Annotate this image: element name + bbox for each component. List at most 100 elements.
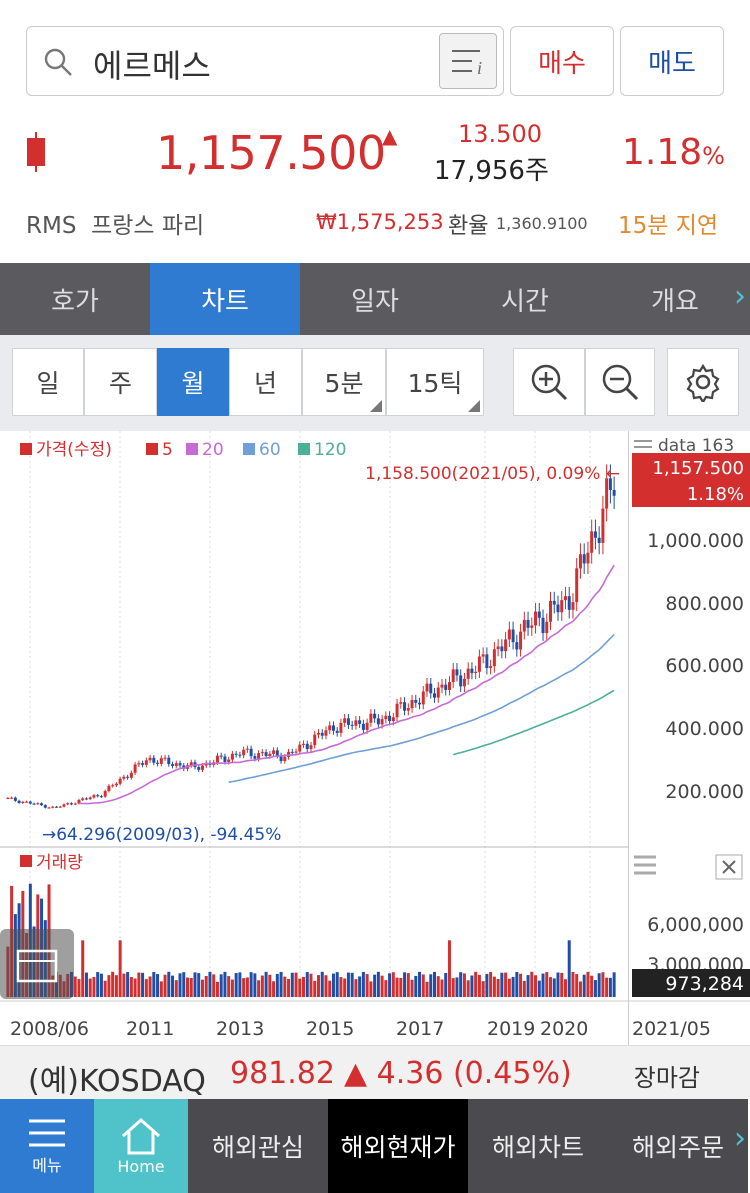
candle-body [395,703,399,718]
volume-menu-icon[interactable] [634,855,656,875]
x-tick: 2013 [216,1018,264,1040]
candle-body [144,760,148,765]
tab-time[interactable]: 시간 [501,286,549,317]
candle-body [230,753,234,760]
candle-body [545,621,549,634]
candle-body [122,776,126,779]
volume-bar [200,979,204,997]
candle-body [406,708,410,711]
ma20-line [79,564,615,805]
zoom-in-button[interactable] [513,348,585,416]
volume-bar [582,974,586,997]
volume-bar [380,975,384,997]
sell-button[interactable]: 매도 [620,26,724,96]
zoom-out-icon [602,364,639,401]
period-week[interactable]: 주 [84,348,157,416]
volume-bar [485,973,489,997]
volume-bar [429,974,433,997]
candle-body [373,713,377,719]
candle-body [43,805,47,808]
candle-body [410,699,414,709]
candle-body [264,752,268,756]
candle-body [500,646,504,652]
home-button[interactable]: Home [94,1099,188,1193]
volume-bar [399,977,403,997]
volume-tick: 6,000,000 [647,914,744,936]
ticker-info: RMS 프랑스 파리 [26,213,205,239]
nav-current-price[interactable]: 해외현재가 [328,1099,468,1193]
candle-body [17,800,21,803]
candle-body [391,717,395,722]
price-chart[interactable]: 가격(수정) 5 20 60 120 data 163 1,157.500 1.… [0,431,750,1045]
nav-order[interactable]: 해외주문 [608,1099,748,1193]
volume-bar [414,975,418,997]
candle-body [590,531,594,553]
volume-bar [260,975,264,997]
candle-body [234,753,238,755]
volume-bar [586,971,590,997]
volume-bar [466,980,470,997]
dropdown-corner-icon [468,400,480,412]
volume-bar [159,981,163,997]
candle-body [444,684,448,690]
period-month[interactable]: 월 [157,348,229,416]
volume-bar [212,974,216,997]
current-price-flag-pct: 1.18% [687,484,744,505]
candle-body [245,748,249,750]
candle-body [350,724,354,726]
candle-body [253,756,257,759]
zoom-out-button[interactable] [585,348,655,416]
period-day[interactable]: 일 [12,348,84,416]
nav-watchlist[interactable]: 해외관심 [188,1099,328,1193]
candle-body [567,596,571,610]
candle-icon [27,132,45,172]
volume-bar [156,974,160,997]
close-icon[interactable] [715,854,743,880]
search-box[interactable]: 에르메스 i [26,26,504,96]
period-15tick[interactable]: 15틱 [386,348,484,416]
tab-chart[interactable]: 차트 [150,263,300,335]
volume-bar [189,977,193,997]
chevron-right-icon[interactable]: › [734,1121,746,1156]
volume-bar [470,975,474,997]
chevron-right-icon[interactable]: › [734,279,746,314]
settings-button[interactable] [667,348,739,416]
delay-badge: 15분 지연 [618,213,719,239]
candle-body [403,702,407,711]
candle-body [335,730,339,733]
period-5min[interactable]: 5분 [302,348,386,416]
x-tick: 2019 [487,1018,535,1040]
volume-bar [358,976,362,997]
volume-bar [395,977,399,997]
current-volume-value: 973,284 [665,973,744,995]
data-menu-icon[interactable] [634,440,652,448]
nav-chart[interactable]: 해외차트 [468,1099,608,1193]
volume-bar [122,973,126,997]
candle-body [346,718,350,725]
candle-body [331,725,335,731]
candle-body [477,656,481,672]
tab-orderbook[interactable]: 호가 [51,286,99,317]
candle-body [541,617,545,634]
volume-bar [388,973,392,997]
candle-body [575,568,579,603]
buy-button[interactable]: 매수 [510,26,614,96]
candle-body [511,629,515,643]
candle-body [597,537,601,543]
volume-bar [174,980,178,997]
candle-body [571,602,575,610]
candle-body [66,803,70,805]
x-tick: 2008/06 [10,1018,89,1040]
tab-overview[interactable]: 개요 [651,286,699,317]
candle-body [227,759,231,762]
market-closed-label: 장마감 [633,1064,700,1092]
market-status-bar[interactable]: (예)KOSDAQ 981.82 ▲ 4.36 (0.45%) 장마감 [0,1045,750,1099]
rotate-screen-icon[interactable] [0,929,74,999]
period-year[interactable]: 년 [229,348,302,416]
menu-button[interactable]: 메뉴 [0,1099,94,1193]
candle-body [489,666,493,669]
filter-button[interactable]: i [439,33,497,89]
tab-daily[interactable]: 일자 [351,286,399,317]
volume-bar [451,978,455,997]
candle-body [429,683,433,694]
